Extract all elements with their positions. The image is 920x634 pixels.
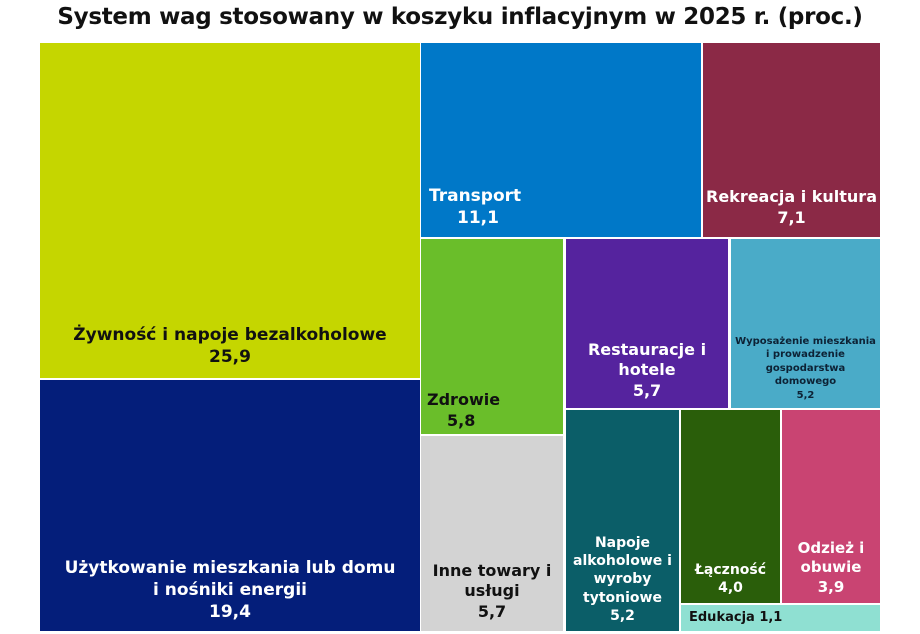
tile-alcohol: Napoje alkoholowe i wyroby tytoniowe 5,2 (566, 410, 679, 631)
tile-other: Inne towary i usługi 5,7 (421, 436, 563, 631)
tile-furnishing: Wyposażenie mieszkania i prowadzenie gos… (731, 239, 880, 408)
tile-label: Edukacja 1,1 (689, 609, 783, 625)
tile-value: 25,9 (209, 346, 251, 367)
tile-value: 5,8 (447, 411, 476, 431)
tile-clothing: Odzież i obuwie 3,9 (782, 410, 880, 603)
tile-education: Edukacja 1,1 (681, 605, 880, 631)
tile-value: 11,1 (457, 207, 499, 228)
tile-label-line2: i nośniki energii (153, 579, 307, 600)
tile-food: Żywność i napoje bezalkoholowe 25,9 (40, 43, 420, 378)
tile-label: Odzież i (797, 538, 865, 557)
tile-label: Użytkowanie mieszkania lub domu (64, 557, 396, 578)
tile-label-line4: tytoniowe (583, 589, 662, 606)
tile-label: Restauracje i (587, 339, 707, 359)
tile-value: 5,7 (477, 602, 507, 622)
tile-value: 4,0 (718, 579, 743, 596)
tile-value: 5,2 (610, 607, 635, 624)
tile-value: 5,2 (796, 389, 815, 401)
tile-value: 19,4 (209, 601, 251, 622)
tile-label-line2: obuwie (800, 558, 862, 576)
tile-transport: Transport 11,1 (421, 43, 701, 237)
tile-health: Zdrowie 5,8 (421, 239, 563, 434)
tile-label: Napoje (594, 535, 651, 552)
tile-label: Łączność (694, 561, 767, 578)
tile-restaurants: Restauracje i hotele 5,7 (566, 239, 728, 408)
tile-communication: Łączność 4,0 (681, 410, 780, 603)
tile-value: 7,1 (777, 208, 806, 228)
tile-label-line2: i prowadzenie (766, 349, 845, 360)
tile-label-line2: alkoholowe i (573, 553, 672, 570)
tile-value: 5,7 (632, 381, 662, 401)
tile-label: Żywność i napoje bezalkoholowe (73, 324, 387, 345)
tile-label-line4: domowego (774, 376, 837, 387)
tile-label: Zdrowie (427, 390, 501, 410)
tile-value: 3,9 (817, 577, 845, 596)
tile-recreation: Rekreacja i kultura 7,1 (703, 43, 880, 237)
tile-label: Inne towary i (432, 560, 552, 580)
tile-label-line3: wyroby (593, 571, 652, 588)
tile-label-line2: hotele (618, 360, 676, 380)
tile-label: Rekreacja i kultura (706, 187, 877, 207)
tile-label: Wyposażenie mieszkania (735, 335, 876, 347)
tile-housing: Użytkowanie mieszkania lub domu i nośnik… (40, 380, 420, 631)
tile-label-line2: usługi (464, 581, 520, 601)
tile-label-line3: gospodarstwa (765, 362, 846, 374)
tile-label: Transport (429, 185, 522, 206)
chart-title: System wag stosowany w koszyku inflacyjn… (57, 4, 863, 30)
